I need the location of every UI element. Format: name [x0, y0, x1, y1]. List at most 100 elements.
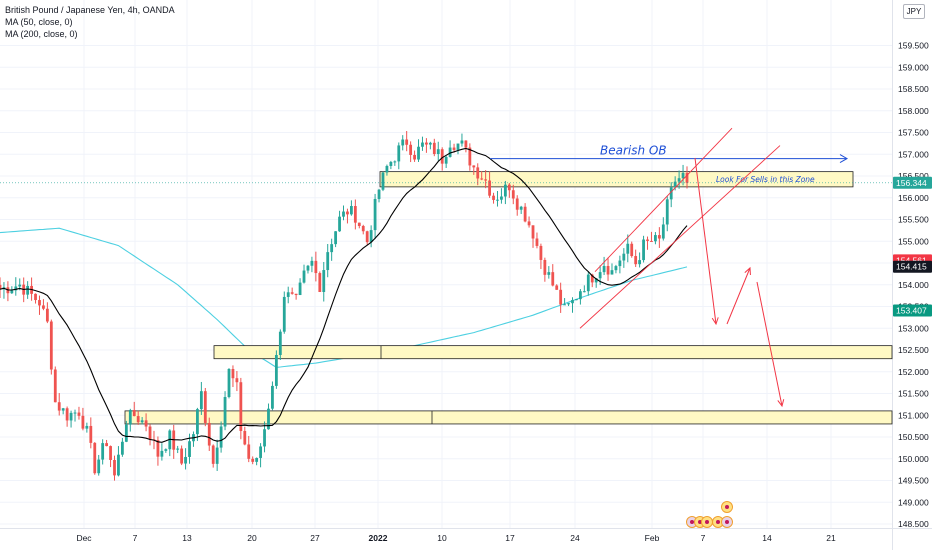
candle-body: [330, 244, 334, 253]
channel-upper-line: [594, 127, 733, 273]
currency-badge[interactable]: JPY: [903, 4, 925, 19]
candle-body: [661, 224, 665, 239]
candle-body: [523, 206, 527, 222]
candle-body: [235, 378, 239, 383]
candle-body: [448, 147, 452, 157]
candle-body: [101, 443, 105, 460]
red-arrow-up: [726, 267, 751, 325]
candle-body: [634, 256, 638, 265]
event-flag-icon[interactable]: [721, 516, 733, 528]
candle-body: [113, 459, 116, 476]
candle-body: [464, 140, 468, 148]
time-tick-label: Dec: [76, 533, 92, 543]
price-label-text: 154.415: [896, 262, 927, 272]
candle-body: [0, 284, 2, 290]
candle-body: [657, 235, 661, 239]
candle-body: [302, 270, 306, 283]
time-tick-label: 10: [437, 533, 447, 543]
time-tick-label: 13: [182, 533, 192, 543]
candle-body: [298, 282, 302, 296]
candle-body: [484, 179, 488, 181]
candle-body: [353, 206, 357, 223]
drawings-group: Bearish OB Look For Sells in this Zone: [0, 127, 892, 408]
candle-body: [136, 416, 140, 423]
event-flag-icon[interactable]: [701, 516, 713, 528]
candle-body: [492, 195, 495, 200]
candle-body: [243, 430, 247, 445]
candle-body: [511, 190, 515, 199]
candle-body: [381, 172, 385, 190]
price-tick-label: 155.000: [898, 236, 929, 246]
candle-body: [180, 448, 184, 464]
candle-body: [184, 456, 187, 464]
candle-body: [590, 274, 594, 283]
candle-body: [65, 408, 69, 421]
candle-body: [188, 441, 191, 457]
price-tick-label: 150.500: [898, 432, 929, 442]
time-tick-label: 20: [247, 533, 257, 543]
candle-body: [496, 199, 499, 201]
zone-rect: [124, 410, 893, 425]
candle-body: [18, 284, 22, 287]
price-tick-label: 155.500: [898, 215, 929, 225]
sell-zone-label: Look For Sells in this Zone: [716, 175, 815, 184]
candle-body: [338, 216, 341, 232]
candle-body: [602, 265, 606, 273]
candle-body: [547, 272, 551, 275]
candle-body: [456, 143, 460, 150]
candle-body: [582, 291, 586, 293]
candle-body: [503, 184, 507, 197]
price-tick-label: 157.000: [898, 149, 929, 159]
chart-legend: British Pound / Japanese Yen, 4h, OANDA …: [5, 4, 175, 40]
candle-body: [93, 442, 97, 474]
candle-body: [650, 240, 653, 242]
candle-body: [515, 198, 519, 210]
price-tick-label: 149.000: [898, 497, 929, 507]
time-tick-label: 24: [570, 533, 580, 543]
ma50-legend[interactable]: MA (50, close, 0): [5, 17, 73, 27]
price-label-bg: [893, 260, 932, 273]
candle-body: [164, 449, 168, 451]
candle-body: [349, 206, 353, 215]
candle-body: [267, 408, 270, 430]
candle-body: [42, 305, 45, 309]
candle-body: [148, 426, 152, 440]
candle-body: [160, 450, 164, 457]
candle-body: [630, 243, 634, 257]
event-flag-icon[interactable]: [721, 501, 733, 513]
candle-body: [452, 147, 456, 150]
candle-body: [665, 199, 669, 225]
candle-body: [571, 300, 574, 304]
candle-body: [26, 285, 30, 295]
price-tick-label: 158.000: [898, 106, 929, 116]
candle-body: [669, 187, 673, 200]
candle-body: [334, 231, 338, 245]
candle-body: [365, 231, 369, 243]
candle-body: [306, 265, 310, 271]
candle-body: [646, 239, 649, 241]
candle-body: [140, 420, 144, 423]
candle-body: [109, 446, 112, 460]
candle-body: [251, 458, 255, 462]
candle-body: [326, 252, 330, 271]
candle-body: [176, 448, 180, 450]
candle-body: [432, 142, 436, 155]
candle-body: [440, 149, 444, 164]
price-label-text: 153.407: [896, 306, 927, 316]
price-tick-label: 153.000: [898, 323, 929, 333]
candle-body: [519, 206, 523, 210]
candle-body: [377, 189, 381, 199]
ma200-legend[interactable]: MA (200, close, 0): [5, 29, 78, 39]
candle-body: [203, 391, 207, 423]
candle-body: [14, 286, 18, 291]
candle-body: [314, 260, 318, 274]
symbol-title[interactable]: British Pound / Japanese Yen, 4h, OANDA: [5, 5, 175, 15]
candle-body: [543, 259, 547, 275]
red-arrow-up-head: [744, 266, 751, 276]
candle-body: [638, 260, 642, 265]
candle-body: [425, 142, 428, 145]
price-tick-label: 151.500: [898, 389, 929, 399]
time-tick-label: 14: [762, 533, 772, 543]
